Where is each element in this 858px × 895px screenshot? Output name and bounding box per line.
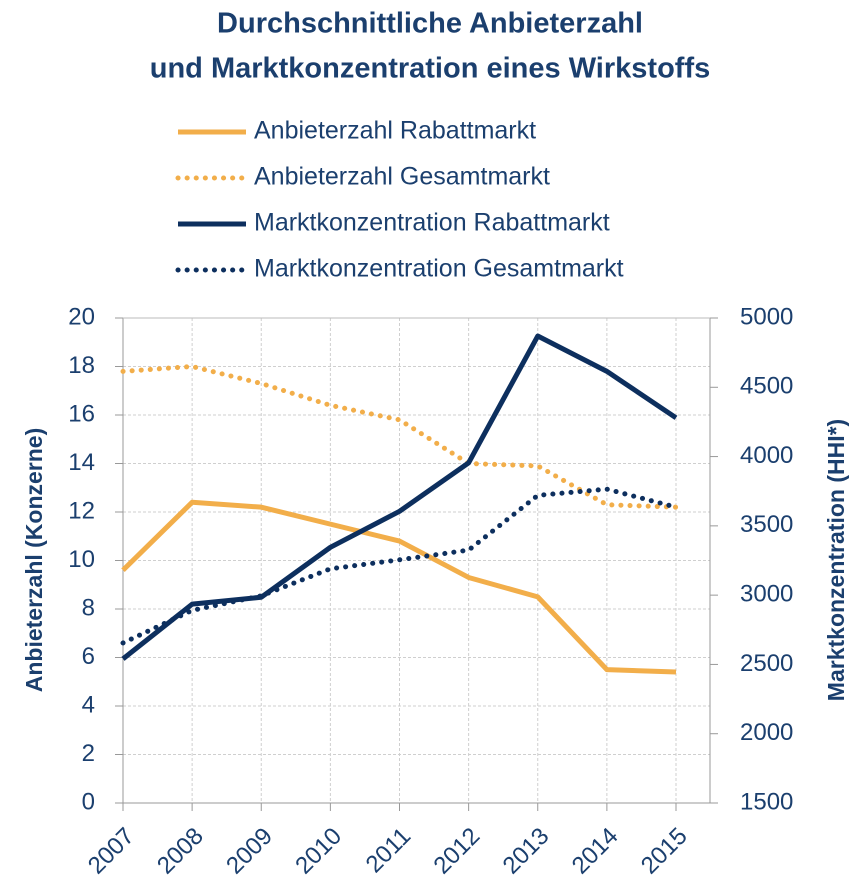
x-tick-label: 2011	[361, 823, 417, 879]
legend-label: Marktkonzentration Rabattmarkt	[254, 209, 610, 237]
series-line	[120, 486, 679, 646]
y-tick-label: 0	[82, 788, 95, 815]
series-line	[120, 364, 679, 510]
y2-tick-label: 2000	[740, 719, 793, 746]
y-tick-label: 2	[82, 740, 95, 767]
y2-tick-label: 3000	[740, 580, 793, 607]
y2-axis-label: Marktkonzentration (HHI*)	[823, 419, 849, 701]
y-tick-label: 18	[68, 352, 95, 379]
series-line	[121, 499, 677, 675]
y-tick-label: 8	[82, 594, 95, 621]
y2-tick-label: 5000	[740, 303, 793, 330]
y-tick-label: 10	[68, 546, 95, 573]
x-tick-label: 2009	[221, 823, 278, 880]
chart-title: und Marktkonzentration eines Wirkstoffs	[150, 53, 710, 85]
y2-tick-label: 3500	[740, 511, 793, 538]
y2-tick-label: 4000	[740, 442, 793, 469]
x-tick-label: 2013	[498, 823, 555, 880]
chart-title: Durchschnittliche Anbieterzahl	[217, 8, 643, 40]
x-tick-label: 2015	[636, 823, 693, 880]
x-tick-label: 2012	[429, 823, 486, 880]
legend-label: Anbieterzahl Rabattmarkt	[254, 117, 536, 145]
y-tick-label: 12	[68, 497, 95, 524]
legend-label: Marktkonzentration Gesamtmarkt	[254, 255, 624, 283]
legend-label: Anbieterzahl Gesamtmarkt	[254, 163, 550, 191]
x-tick-label: 2008	[152, 823, 209, 880]
y2-tick-label: 4500	[740, 373, 793, 400]
y2-tick-label: 1500	[740, 788, 793, 815]
x-tick-label: 2007	[83, 823, 140, 880]
y-axis-label: Anbieterzahl (Konzerne)	[21, 428, 47, 693]
x-tick-label: 2010	[290, 823, 347, 880]
series-line	[121, 333, 678, 661]
y-tick-label: 16	[68, 400, 95, 427]
y-tick-label: 6	[82, 643, 95, 670]
y-tick-label: 20	[68, 303, 95, 330]
y-tick-label: 4	[82, 691, 95, 718]
y2-tick-label: 2500	[740, 650, 793, 677]
y-tick-label: 14	[68, 449, 95, 476]
x-tick-label: 2014	[567, 823, 624, 880]
